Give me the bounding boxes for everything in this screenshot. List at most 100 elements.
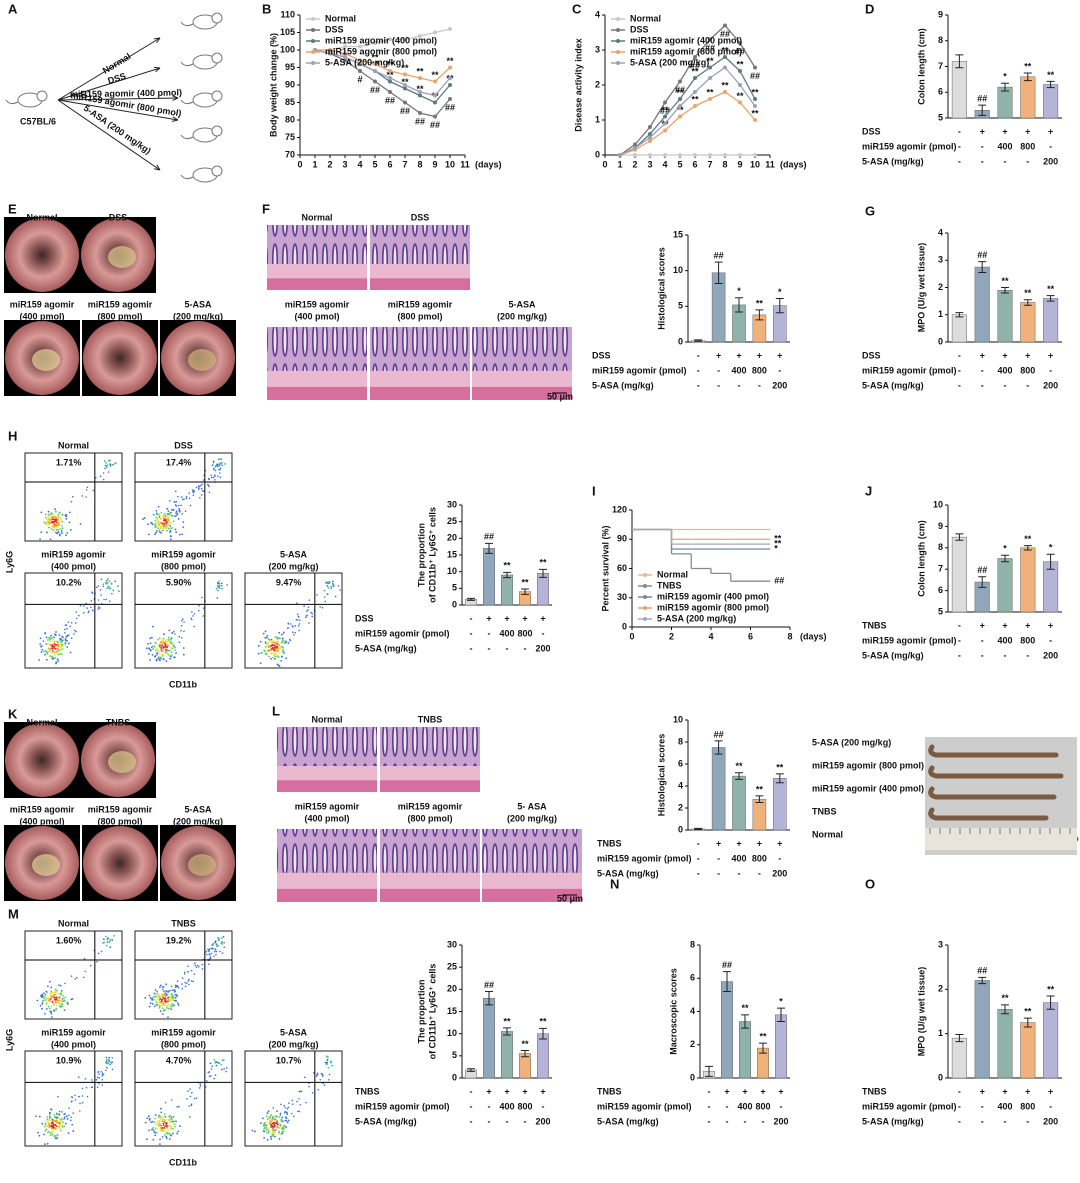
y-tick-label: 60 xyxy=(617,563,627,573)
flow-event xyxy=(278,644,281,646)
flow-event xyxy=(117,585,119,587)
flow-event xyxy=(265,636,268,639)
flow-event xyxy=(331,1064,334,1067)
flow-event xyxy=(152,625,154,628)
flow-event xyxy=(170,646,172,649)
flow-event xyxy=(45,658,48,661)
legend-marker xyxy=(643,606,647,610)
flow-event xyxy=(209,1062,212,1065)
flow-event xyxy=(220,461,223,464)
flow-event xyxy=(35,1115,37,1118)
flow-event xyxy=(50,996,53,998)
significance: # xyxy=(357,74,362,84)
flow-event xyxy=(272,639,275,642)
flow-event xyxy=(182,618,184,620)
flow-event xyxy=(328,1073,331,1076)
condition-label: DSS xyxy=(592,350,611,360)
condition-value: - xyxy=(506,643,509,653)
bar xyxy=(974,980,990,1079)
flow-event xyxy=(273,1125,276,1128)
flow-event xyxy=(65,513,68,516)
mouse-tail xyxy=(180,134,194,140)
flow-event xyxy=(275,646,278,648)
legend-label: miR159 agomir (800 pmol) xyxy=(657,602,769,612)
flow-event xyxy=(217,458,220,461)
flow-event xyxy=(58,512,61,514)
x-tick-label: 5 xyxy=(372,159,377,169)
y-axis-label: MPO (U/g wet tissue) xyxy=(916,243,926,333)
flow-event xyxy=(151,653,154,656)
histology-label: (800 pmol) xyxy=(407,813,452,823)
flow-event xyxy=(105,1056,108,1059)
flow-event xyxy=(275,653,277,656)
x-tick-label: 11 xyxy=(765,159,775,169)
flow-event xyxy=(164,1121,167,1124)
point xyxy=(708,97,712,101)
bar xyxy=(732,775,746,831)
flow-event xyxy=(159,1138,161,1141)
lesion xyxy=(188,349,216,371)
flow-event xyxy=(158,1003,161,1006)
y-tick-label: 6 xyxy=(690,973,695,983)
flow-event xyxy=(328,1078,330,1081)
x-tick-label: 9 xyxy=(432,159,437,169)
flow-event xyxy=(107,459,110,462)
flow-event xyxy=(47,1121,50,1124)
point xyxy=(373,62,377,66)
flow-event xyxy=(171,632,174,634)
legend-label: DSS xyxy=(325,24,344,34)
flow-event xyxy=(310,611,312,614)
panel-letter: F xyxy=(262,201,270,216)
flow-event xyxy=(87,611,90,614)
condition-value: - xyxy=(1026,156,1029,166)
flow-event xyxy=(325,1063,328,1066)
point xyxy=(723,65,727,70)
flow-event xyxy=(102,583,105,586)
flow-label: Normal xyxy=(58,440,89,450)
y-axis-label: of CD11b⁺ Ly6G⁺ cells xyxy=(427,964,437,1060)
flow-event xyxy=(55,1118,58,1121)
flow-label: miR159 agomir xyxy=(151,549,216,559)
flow-event xyxy=(272,1117,274,1119)
legend-label: miR159 agomir (800 pmol) xyxy=(325,46,437,56)
flow-event xyxy=(61,1126,64,1128)
flow-event xyxy=(160,1117,163,1120)
condition-value: - xyxy=(717,380,720,390)
flow-event xyxy=(281,1132,284,1135)
y-tick-label: 0 xyxy=(690,1072,695,1082)
error-bar xyxy=(1023,299,1032,306)
flow-event xyxy=(48,980,51,983)
flow-event xyxy=(285,1119,288,1122)
condition-value: + xyxy=(486,613,491,623)
flow-event xyxy=(61,1121,64,1124)
flow-event xyxy=(164,999,167,1002)
flow-event xyxy=(50,516,53,519)
flow-event xyxy=(155,999,158,1002)
flow-event xyxy=(165,518,168,521)
flow-event xyxy=(149,997,152,999)
flow-event xyxy=(90,599,93,602)
flow-event xyxy=(268,640,271,642)
flow-event xyxy=(171,514,174,517)
point xyxy=(388,76,392,80)
condition-value: - xyxy=(1004,156,1007,166)
flow-event xyxy=(84,970,87,973)
error-bar xyxy=(955,1034,964,1043)
flow-event xyxy=(70,998,73,1001)
flow-event xyxy=(166,508,169,510)
flow-event xyxy=(271,1122,274,1125)
condition-value: - xyxy=(524,1116,527,1126)
flow-event xyxy=(281,1116,283,1119)
y-tick-label: 3 xyxy=(938,255,943,265)
flow-event xyxy=(315,1075,318,1077)
x-axis-label: (days) xyxy=(800,631,827,641)
flow-event xyxy=(59,1124,62,1126)
flow-event xyxy=(91,591,93,593)
flow-event xyxy=(63,1113,65,1116)
flow-event xyxy=(71,495,74,498)
flow-event xyxy=(48,522,51,525)
condition-label: TNBS xyxy=(597,1086,622,1096)
flow-event xyxy=(41,1000,44,1002)
condition-value: - xyxy=(958,620,961,630)
flow-event xyxy=(73,629,76,632)
